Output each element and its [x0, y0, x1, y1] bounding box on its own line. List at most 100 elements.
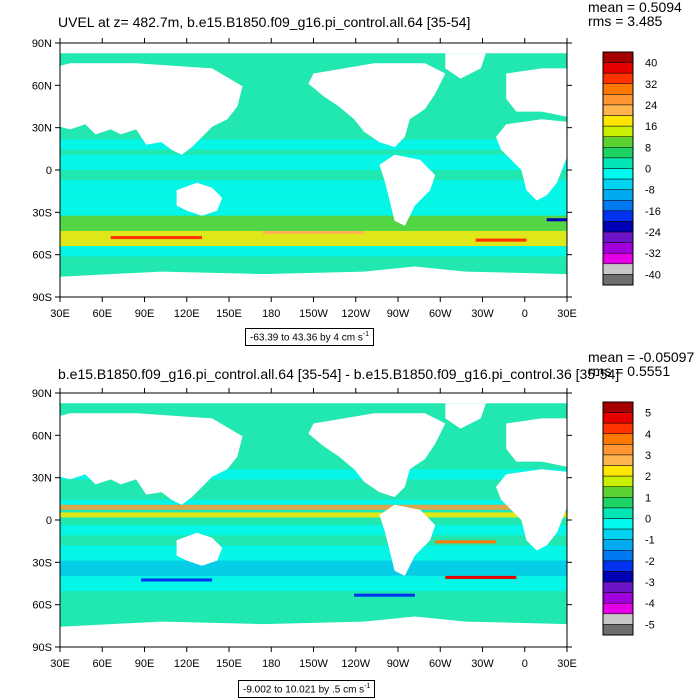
- lat-label: 90S: [32, 292, 52, 304]
- colorbar-segment: [602, 624, 634, 636]
- jet-streak: [435, 540, 497, 544]
- colorbar-label: -2: [645, 556, 655, 568]
- lat-label: 90N: [32, 38, 52, 50]
- lat-label: 0: [46, 515, 52, 527]
- colorbar-segment: [602, 252, 634, 265]
- lon-label: 30W: [471, 308, 494, 320]
- velocity-band: [60, 215, 567, 231]
- colorbar-segment: [602, 157, 634, 169]
- lon-label: 90E: [135, 658, 155, 670]
- land-antarctica: [60, 616, 567, 647]
- colorbar-segment: [602, 274, 634, 286]
- lon-label: 30E: [557, 308, 577, 320]
- lon-label: 150E: [216, 308, 242, 320]
- velocity-band: [60, 246, 567, 257]
- panel2-range-label: -9.002 to 10.021 by .5 cm s-1: [238, 680, 376, 699]
- lon-label: 120E: [174, 658, 200, 670]
- lat-label: 30S: [32, 207, 52, 219]
- land-antarctica: [60, 266, 567, 297]
- colorbar-segment: [602, 592, 634, 604]
- velocity-band: [60, 139, 567, 150]
- colorbar-frame: [602, 401, 634, 636]
- colorbar-label: 4: [645, 429, 651, 441]
- colorbar-segment: [602, 422, 634, 435]
- lon-label: 60W: [429, 308, 452, 320]
- lon-label: 30W: [471, 658, 494, 670]
- colorbar-label: 40: [645, 58, 657, 70]
- lon-label: 150W: [299, 308, 328, 320]
- land-greenland: [445, 53, 486, 79]
- lat-label: 0: [46, 165, 52, 177]
- land-arctic: [60, 393, 567, 404]
- colorbar-segment: [602, 454, 634, 466]
- lat-label: 30N: [32, 473, 52, 485]
- lon-label: 120E: [174, 308, 200, 320]
- velocity-band: [60, 504, 567, 510]
- colorbar-label: 0: [645, 164, 651, 176]
- velocity-band: [60, 525, 567, 536]
- colorbar-label: 24: [645, 100, 657, 112]
- lon-label: 30E: [50, 308, 70, 320]
- colorbar-segment: [602, 571, 634, 583]
- colorbar-segment: [602, 62, 634, 74]
- colorbar-segment: [602, 444, 634, 456]
- velocity-band: [60, 469, 567, 480]
- colorbar-label: 16: [645, 121, 657, 133]
- velocity-band: [60, 230, 567, 247]
- land-europe: [506, 418, 567, 467]
- land-namerica: [308, 413, 446, 498]
- colorbar-segment: [602, 104, 634, 116]
- panel1-rms: rms = 3.485: [588, 13, 663, 29]
- colorbar-segment: [602, 433, 634, 445]
- lat-label: 30S: [32, 557, 52, 569]
- colorbar-segment: [602, 83, 634, 95]
- land-australia: [176, 182, 223, 216]
- land-arctic: [60, 43, 567, 54]
- panel1-range-label: -63.39 to 43.36 by 4 cm s-1: [245, 328, 375, 347]
- colorbar-segment: [602, 486, 634, 498]
- jet-streak: [475, 238, 527, 242]
- lon-label: 60E: [92, 308, 112, 320]
- lat-label: 60S: [32, 600, 52, 612]
- colorbar-segment: [602, 475, 634, 487]
- colorbar-label: -1: [645, 535, 655, 547]
- colorbar-segment: [602, 221, 634, 233]
- jet-streak: [262, 230, 365, 235]
- colorbar-segment: [602, 263, 634, 275]
- colorbar-segment: [602, 72, 634, 85]
- velocity-band: [60, 560, 567, 576]
- colorbar-segment: [602, 178, 634, 190]
- panel1-title: UVEL at z= 482.7m, b.e15.B1850.f09_g16.p…: [58, 14, 471, 30]
- colorbar-segment: [602, 518, 634, 530]
- colorbar-segment: [602, 550, 634, 562]
- colorbar-label: 1: [645, 492, 651, 504]
- jet-streak: [141, 578, 213, 582]
- colorbar-segment: [602, 231, 634, 243]
- colorbar-label: -32: [645, 248, 661, 260]
- colorbar-segment: [602, 189, 634, 201]
- jet-streak: [546, 218, 567, 222]
- lon-label: 30E: [50, 658, 70, 670]
- colorbar-label: -16: [645, 206, 661, 218]
- panel1-mean: mean = 0.5094: [588, 0, 682, 15]
- panel2-title: b.e15.B1850.f09_g16.pi_control.all.64 [3…: [58, 366, 620, 382]
- colorbar-segment: [602, 507, 634, 519]
- colorbar-label: 0: [645, 514, 651, 526]
- jet-streak: [445, 575, 517, 579]
- colorbar-segment: [602, 528, 634, 540]
- land-europe: [506, 68, 567, 117]
- colorbar-segment: [602, 200, 634, 212]
- lat-label: 90S: [32, 642, 52, 654]
- lat-label: 60N: [32, 80, 52, 92]
- land-samerica: [379, 504, 436, 576]
- colorbar-segment: [602, 168, 634, 180]
- jet-streak: [354, 593, 415, 597]
- velocity-band: [60, 512, 567, 518]
- colorbar-label: 3: [645, 450, 651, 462]
- lat-label: 30N: [32, 123, 52, 135]
- lon-label: 60W: [429, 658, 452, 670]
- colorbar-segment: [602, 465, 634, 477]
- panel2-map: 90N 60N 30N 0 30S 60S 90S 30E 60E 90E 120E 150E 180 1…: [32, 388, 655, 670]
- land-asia: [60, 63, 243, 155]
- colorbar-segment: [602, 210, 634, 222]
